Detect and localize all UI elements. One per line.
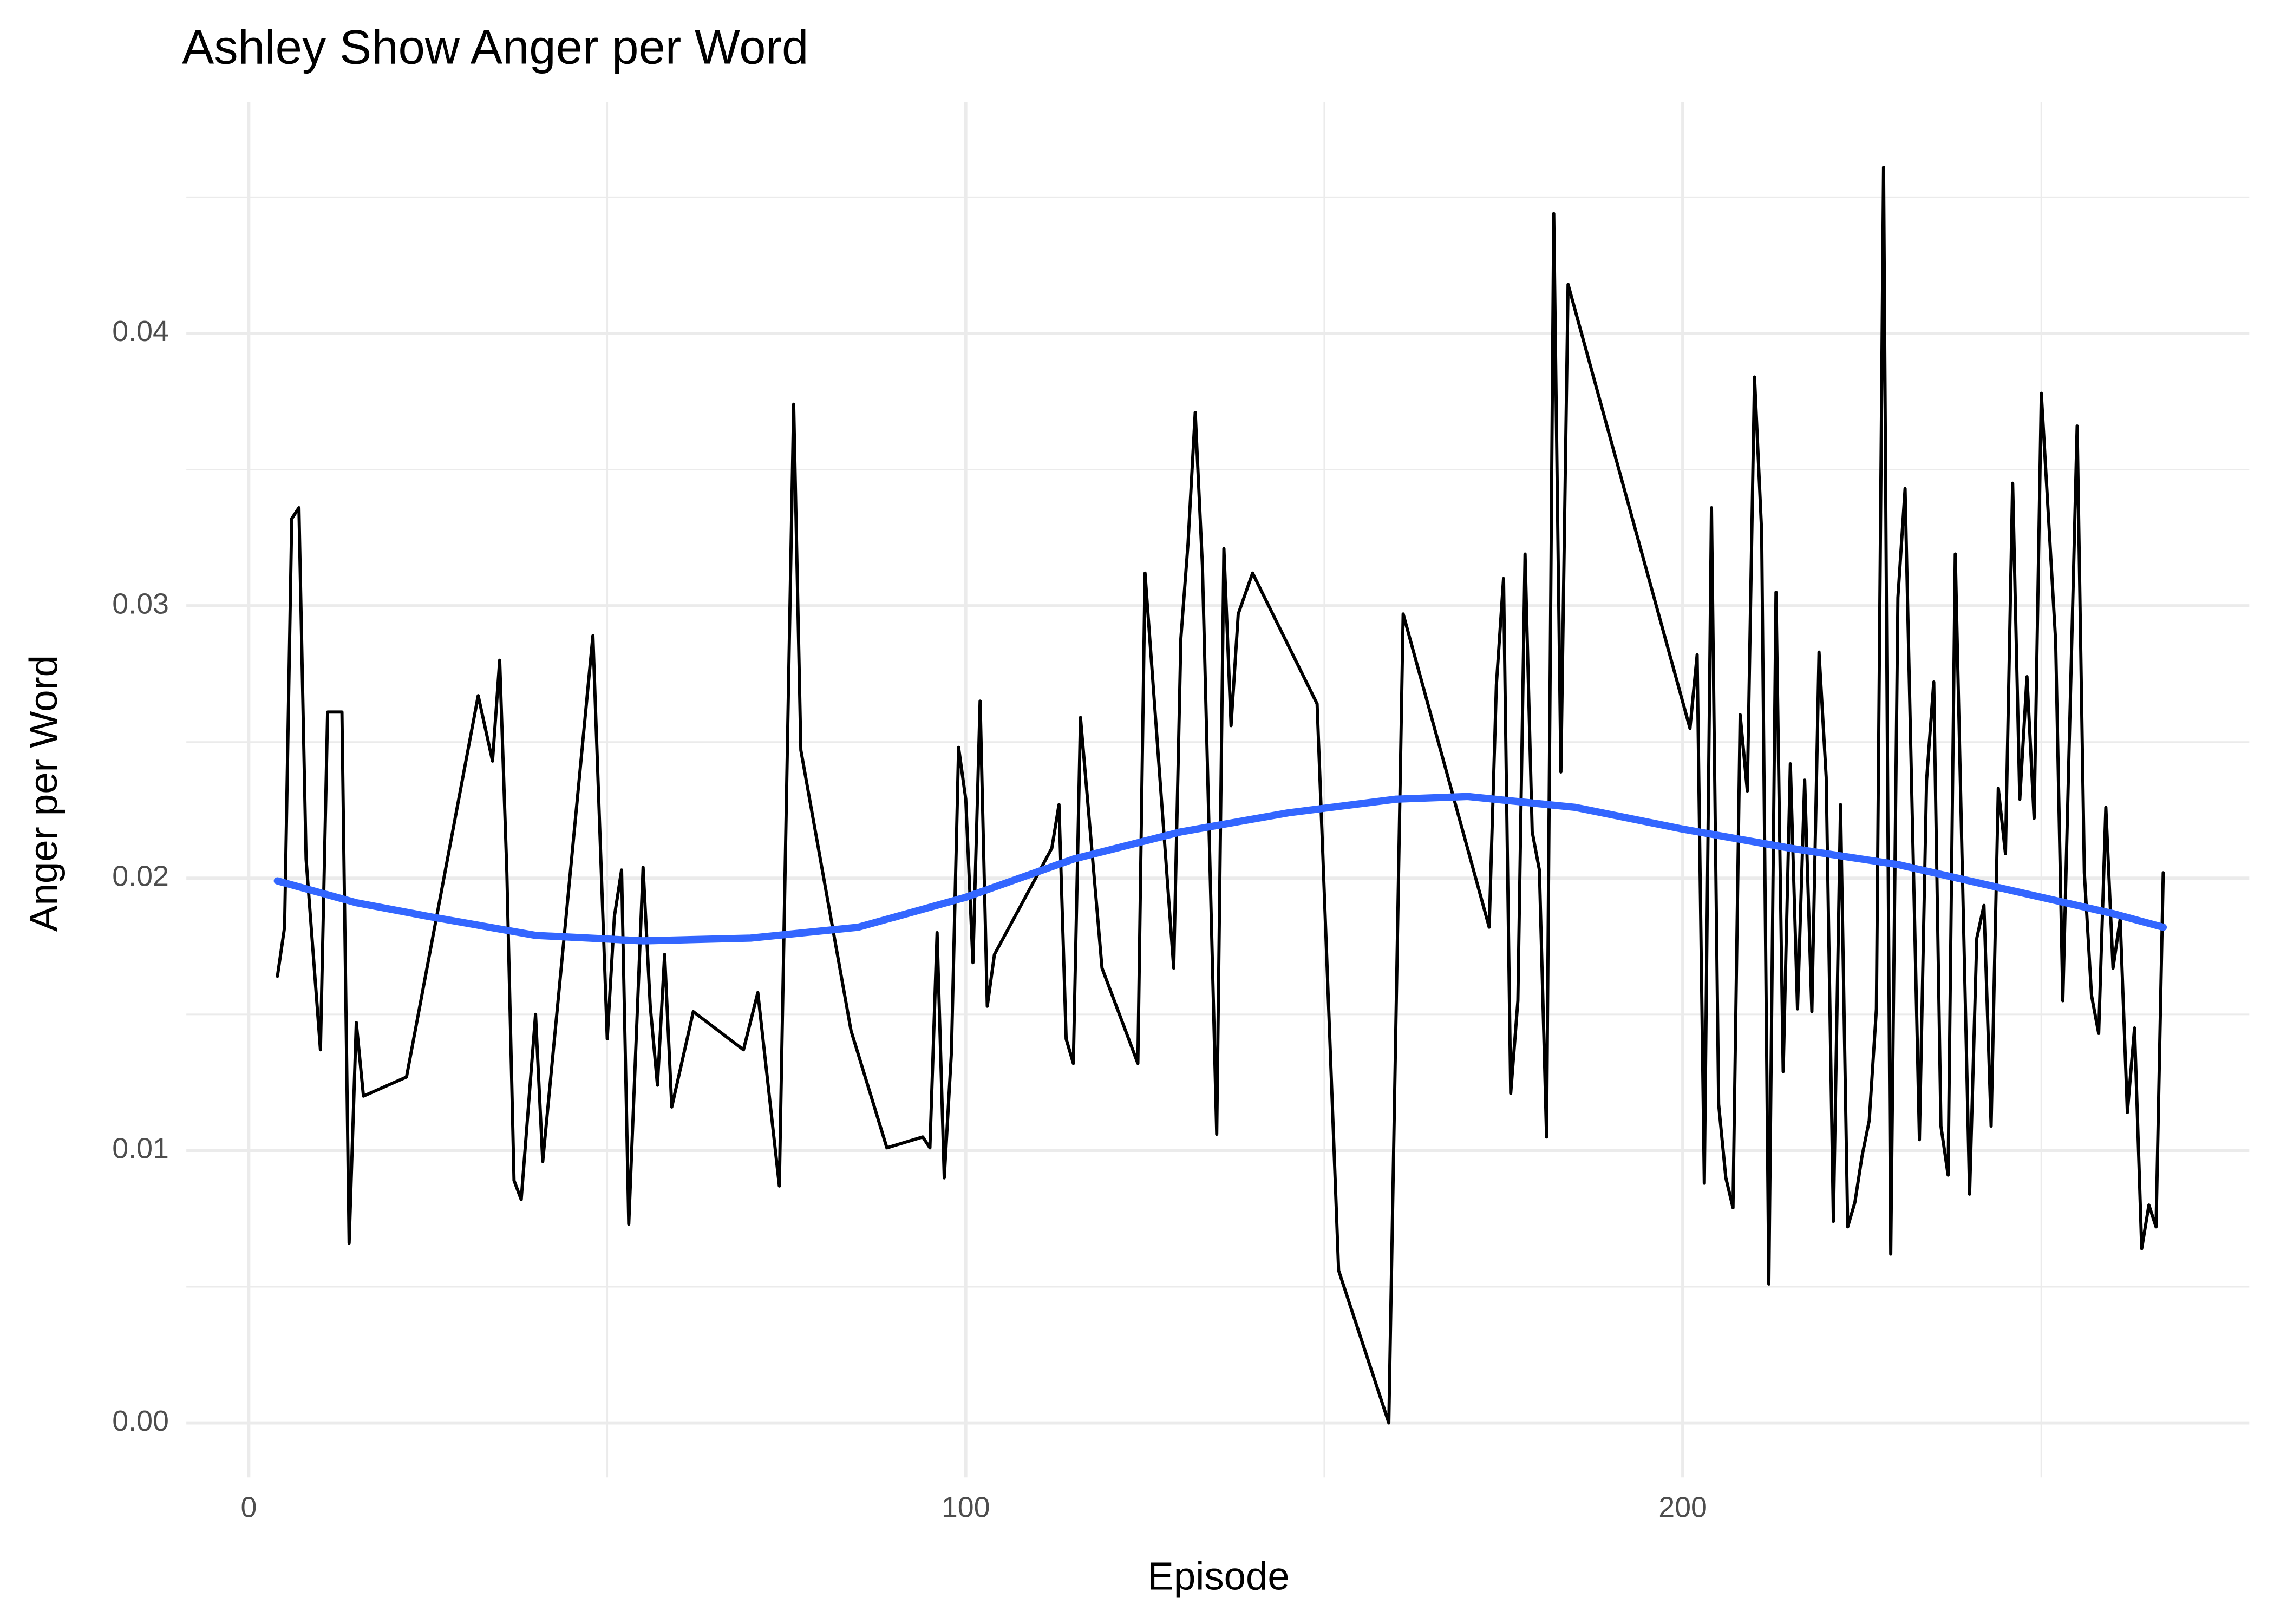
series-line	[276, 166, 2165, 1425]
grid	[186, 102, 2250, 1478]
y-tick-label: 0.04	[112, 315, 169, 348]
chart-title: Ashley Show Anger per Word	[182, 21, 808, 74]
series-line	[273, 793, 2167, 945]
x-tick-label: 200	[1658, 1491, 1707, 1524]
y-axis-title: Anger per Word	[22, 655, 66, 932]
y-tick-label: 0.01	[112, 1132, 169, 1165]
plot-area	[273, 166, 2167, 1425]
x-axis-title: Episode	[1147, 1555, 1289, 1599]
x-tick-label: 100	[942, 1491, 990, 1524]
y-tick-label: 0.03	[112, 587, 169, 620]
x-tick-label: 0	[240, 1491, 257, 1524]
y-tick-label: 0.02	[112, 860, 169, 892]
y-tick-label: 0.00	[112, 1405, 169, 1437]
